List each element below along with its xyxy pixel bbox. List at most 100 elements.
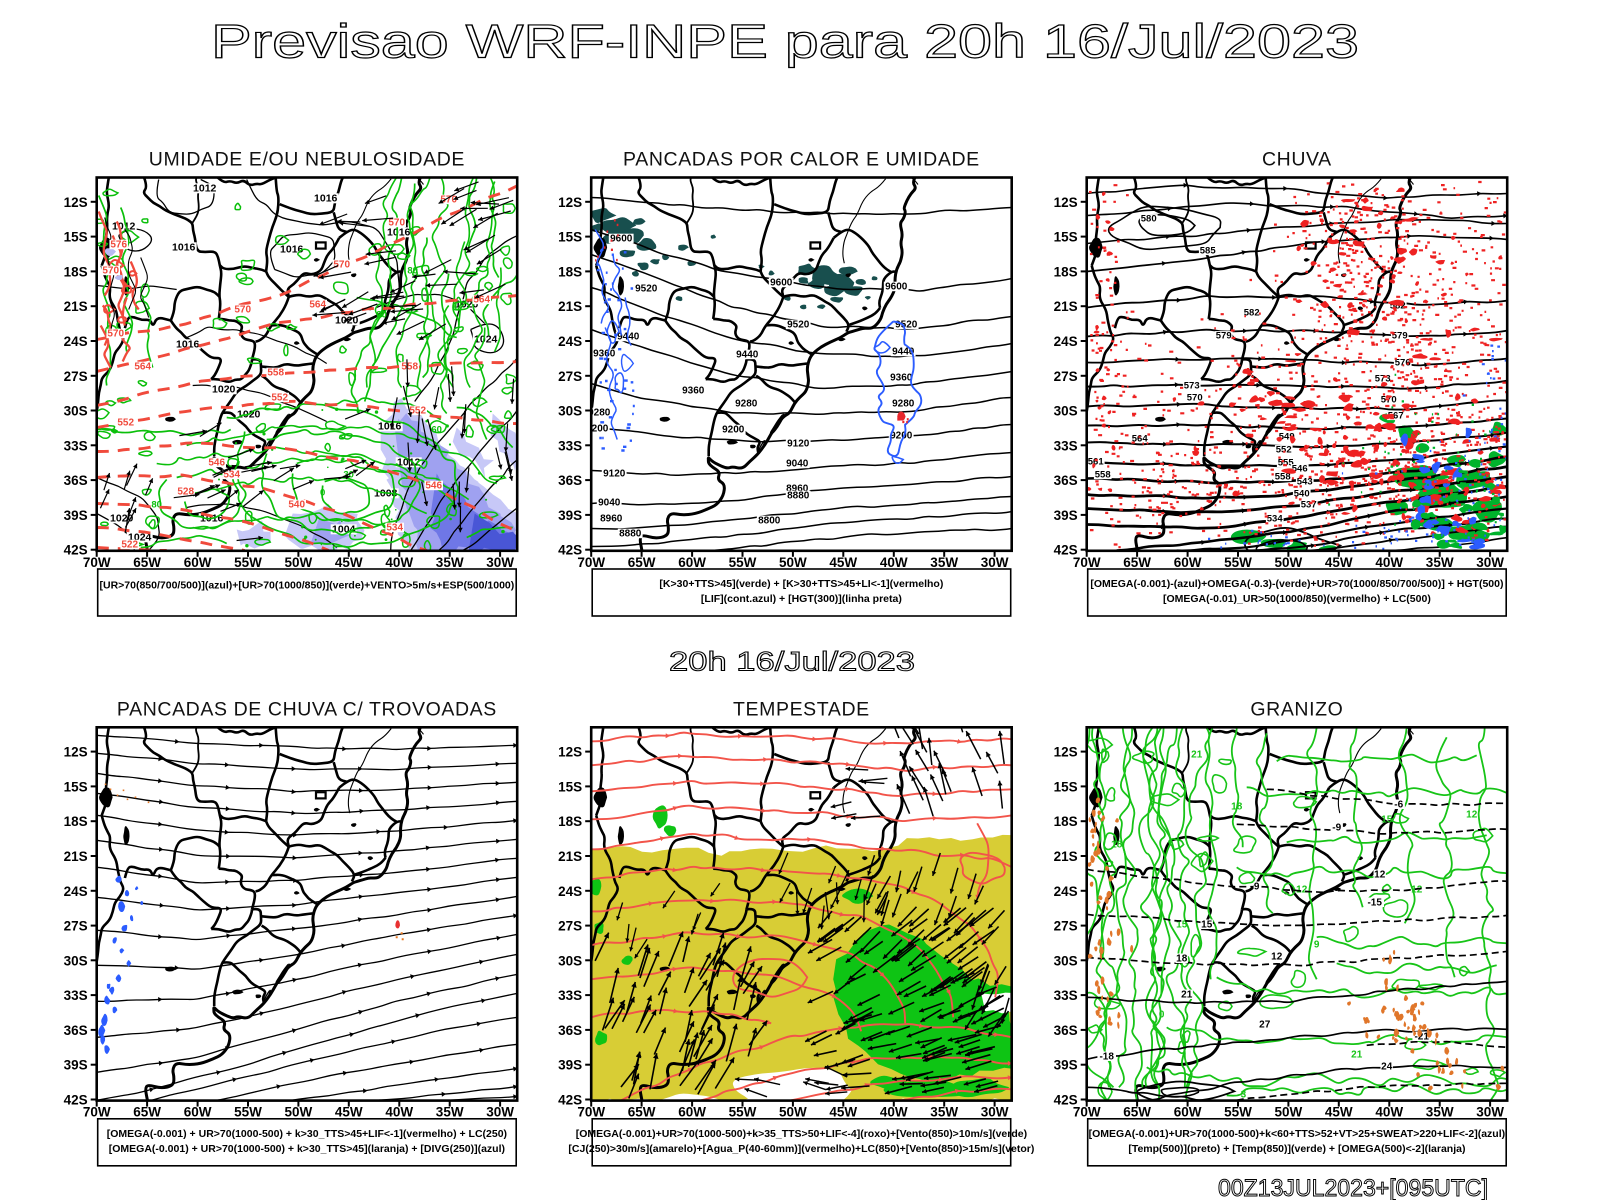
svg-text:9040: 9040 (786, 459, 809, 470)
svg-text:[OMEGA(-0.01)_UR>50(1000/850)(: [OMEGA(-0.01)_UR>50(1000/850)(vermelho) … (1163, 593, 1431, 605)
svg-text:1016: 1016 (378, 421, 402, 433)
svg-text:-18: -18 (1099, 1051, 1114, 1062)
svg-text:[OMEGA(-0.001)-(azul)+OMEGA(-0: [OMEGA(-0.001)-(azul)+OMEGA(-0.3)-(verde… (1090, 578, 1503, 590)
svg-text:576: 576 (110, 240, 127, 251)
svg-text:GRANIZO: GRANIZO (1250, 698, 1343, 720)
svg-text:543: 543 (1297, 477, 1313, 488)
svg-text:-6: -6 (1394, 799, 1403, 810)
svg-text:564: 564 (134, 362, 151, 373)
svg-text:12: 12 (1271, 951, 1283, 962)
svg-text:UMIDADE E/OU NEBULOSIDADE: UMIDADE E/OU NEBULOSIDADE (149, 149, 465, 171)
svg-text:[OMEGA(-0.001) + UR>70(1000-50: [OMEGA(-0.001) + UR>70(1000-500) + k>30_… (107, 1128, 507, 1140)
svg-text:1024: 1024 (474, 334, 498, 346)
svg-text:18: 18 (1111, 839, 1123, 850)
svg-text:570: 570 (333, 260, 350, 271)
svg-text:9520: 9520 (787, 320, 810, 331)
svg-text:8880: 8880 (619, 529, 642, 540)
svg-text:Previsao WRF-INPE para 20h 16: Previsao WRF-INPE para 20h 16/Jul/2023 (211, 15, 1359, 68)
svg-text:570: 570 (388, 218, 405, 229)
svg-text:558: 558 (401, 362, 418, 373)
svg-text:561: 561 (1088, 457, 1105, 468)
svg-text:582: 582 (1390, 301, 1406, 312)
svg-text:9520: 9520 (895, 320, 918, 331)
svg-text:0: 0 (1159, 1009, 1165, 1020)
svg-text:573: 573 (1184, 381, 1200, 392)
svg-text:-9: -9 (1332, 822, 1341, 833)
svg-text:0: 0 (320, 488, 325, 499)
svg-text:570: 570 (440, 195, 457, 206)
svg-text:27: 27 (1259, 1019, 1271, 1030)
svg-text:00Z13JUL2023+[095UTC]: 00Z13JUL2023+[095UTC] (1218, 1175, 1488, 1200)
svg-text:1016: 1016 (280, 244, 304, 256)
svg-text:9600: 9600 (885, 282, 908, 293)
svg-text:8960: 8960 (786, 484, 809, 495)
svg-text:9360: 9360 (890, 373, 913, 384)
svg-text:570: 570 (102, 266, 119, 277)
svg-text:567: 567 (1388, 411, 1404, 422)
svg-text:9: 9 (1314, 939, 1320, 950)
svg-text:9040: 9040 (598, 498, 621, 509)
svg-text:552: 552 (117, 418, 134, 429)
svg-text:558: 558 (1275, 472, 1291, 483)
svg-text:9600: 9600 (770, 278, 793, 289)
svg-text:1016: 1016 (387, 227, 411, 239)
svg-text:60: 60 (431, 425, 442, 436)
svg-text:528: 528 (177, 487, 194, 498)
svg-text:9: 9 (1254, 881, 1260, 892)
svg-text:570: 570 (1187, 393, 1203, 404)
svg-text:564: 564 (1132, 434, 1149, 445)
svg-text:534: 534 (1267, 514, 1284, 525)
svg-text:558: 558 (267, 368, 284, 379)
svg-text:570: 570 (107, 329, 124, 340)
svg-text:1016: 1016 (314, 193, 338, 205)
svg-text:9280: 9280 (735, 399, 758, 410)
svg-text:[Temp(500)](preto) + [Temp(850: [Temp(500)](preto) + [Temp(850)](verde) … (1128, 1143, 1465, 1155)
svg-text:CHUVA: CHUVA (1262, 149, 1332, 171)
svg-text:552: 552 (409, 406, 426, 417)
svg-text:564: 564 (309, 300, 326, 311)
svg-text:582: 582 (1244, 308, 1260, 319)
svg-text:18: 18 (1176, 953, 1188, 964)
svg-text:30: 30 (343, 470, 354, 481)
svg-text:540: 540 (1294, 489, 1310, 500)
svg-text:573: 573 (1375, 374, 1391, 385)
svg-text:[UR>70(850/700/500)](azul)+[UR: [UR>70(850/700/500)](azul)+[UR>70(1000/8… (100, 580, 515, 592)
svg-text:9280: 9280 (892, 399, 915, 410)
svg-text:9200: 9200 (586, 424, 609, 435)
svg-text:546: 546 (425, 481, 442, 492)
svg-text:1016: 1016 (172, 242, 196, 254)
svg-text:555: 555 (1278, 458, 1295, 469)
svg-text:21: 21 (1351, 1049, 1363, 1060)
svg-text:12: 12 (1374, 869, 1386, 880)
svg-text:534: 534 (386, 523, 403, 534)
svg-text:18: 18 (1231, 801, 1243, 812)
svg-text:8880: 8880 (787, 491, 810, 502)
svg-text:80: 80 (407, 266, 418, 277)
svg-text:1012: 1012 (193, 183, 217, 195)
svg-text:564: 564 (473, 295, 490, 306)
svg-text:1016: 1016 (176, 339, 200, 351)
svg-text:80: 80 (151, 500, 162, 511)
svg-text:80: 80 (376, 310, 387, 321)
svg-text:549: 549 (1279, 432, 1295, 443)
svg-text:-21: -21 (1414, 1031, 1429, 1042)
svg-text:585: 585 (1200, 246, 1217, 257)
svg-text:21: 21 (1181, 989, 1193, 1000)
svg-text:24: 24 (1381, 1061, 1393, 1072)
svg-text:[OMEGA(-0.001)+UR>70(1000-500): [OMEGA(-0.001)+UR>70(1000-500)+k<60+TTS>… (1089, 1128, 1506, 1140)
svg-text:-15: -15 (1367, 897, 1382, 908)
svg-text:PANCADAS DE CHUVA C/ TROVOADAS: PANCADAS DE CHUVA C/ TROVOADAS (117, 698, 497, 720)
svg-text:9440: 9440 (736, 350, 759, 361)
svg-text:9440: 9440 (892, 347, 915, 358)
svg-text:546: 546 (1292, 464, 1308, 475)
svg-text:PANCADAS POR CALOR E UMIDADE: PANCADAS POR CALOR E UMIDADE (623, 149, 980, 171)
svg-text:1020: 1020 (212, 384, 236, 396)
svg-text:12: 12 (1296, 884, 1308, 895)
svg-text:579: 579 (1392, 331, 1408, 342)
svg-text:9360: 9360 (593, 349, 616, 360)
svg-text:9200: 9200 (890, 431, 913, 442)
svg-text:580: 580 (1141, 214, 1157, 225)
svg-text:TEMPESTADE: TEMPESTADE (733, 698, 870, 720)
svg-text:576: 576 (1395, 358, 1411, 369)
svg-text:8800: 8800 (758, 516, 781, 527)
